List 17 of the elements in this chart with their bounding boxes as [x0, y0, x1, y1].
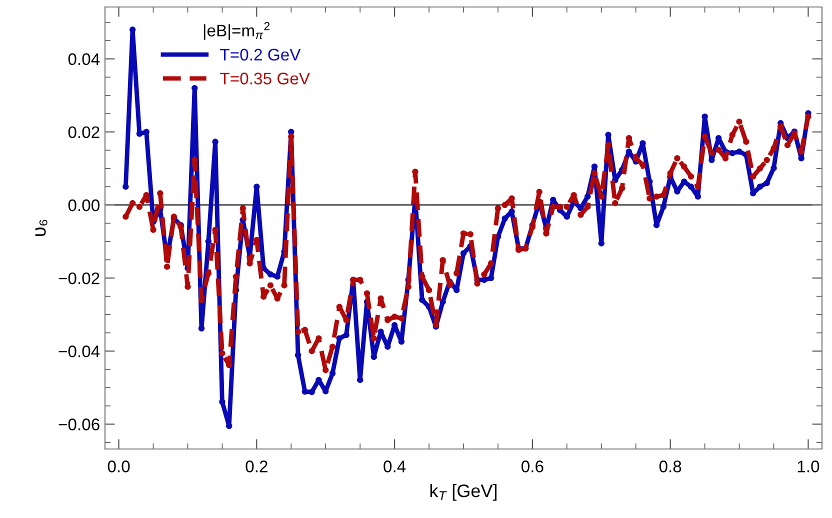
x-tick-label: 1.0 — [798, 460, 820, 472]
y-tick-label: −0.04 — [58, 346, 100, 358]
x-axis-title: k$_{T}$ [GeV] — [430, 484, 496, 501]
x-tick-label: 0.2 — [246, 460, 268, 472]
y-tick-label: 0.02 — [68, 126, 100, 138]
x-tick-label: 0.0 — [108, 460, 130, 472]
x-tick-label: 0.8 — [659, 460, 682, 472]
legend-title: |eB|=m$_{π}$$^{2}$ — [204, 22, 270, 40]
y-tick-label: 0.00 — [68, 199, 100, 212]
y-tick-label: −0.02 — [58, 272, 100, 284]
x-tick-label: 0.4 — [384, 460, 406, 472]
x-tick-label: 0.6 — [522, 460, 544, 472]
y-tick-label: −0.06 — [58, 418, 100, 430]
legend-label: T=0.2 GeV — [220, 48, 301, 61]
legend-label: T=0.35 GeV — [220, 72, 310, 84]
y-axis-title: υ₆ — [35, 220, 48, 236]
y-tick-label: 0.04 — [68, 53, 100, 66]
